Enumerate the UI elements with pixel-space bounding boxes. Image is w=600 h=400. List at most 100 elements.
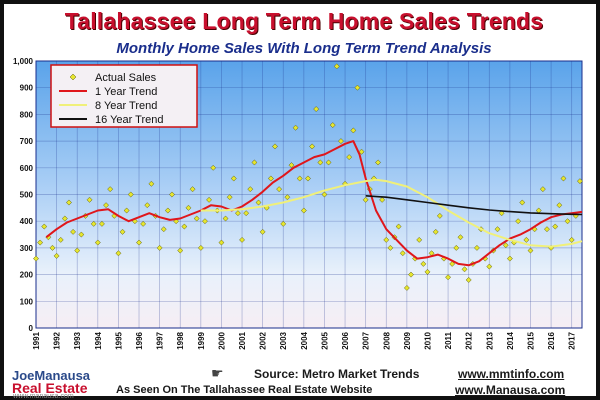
chart-subtitle: Monthly Home Sales With Long Term Trend … [116, 40, 492, 57]
actual-sales-point [457, 234, 464, 241]
actual-sales-point [156, 244, 163, 251]
y-tick-label: 600 [20, 164, 34, 173]
actual-sales-point [103, 202, 110, 209]
actual-sales-point [309, 143, 316, 150]
actual-sales-point [556, 202, 563, 209]
actual-sales-point [420, 260, 427, 267]
actual-sales-point [230, 175, 237, 182]
x-tick-label: 2001 [238, 331, 247, 349]
x-tick-label: 2016 [547, 331, 556, 349]
source-link[interactable]: www.mmtinfo.com [458, 367, 565, 381]
x-tick-label: 1991 [32, 331, 41, 349]
actual-sales-point [251, 159, 258, 166]
x-tick-label: 1994 [94, 331, 103, 349]
brand-logo-bottom: Real Estate [12, 380, 88, 396]
actual-sales-point [375, 159, 381, 166]
actual-sales-point [239, 236, 245, 243]
actual-sales-point [527, 247, 534, 254]
x-tick-label: 1997 [156, 331, 165, 349]
actual-sales-point [379, 196, 386, 203]
actual-sales-point [358, 148, 365, 155]
x-tick-label: 2012 [465, 331, 474, 349]
legend-label: 8 Year Trend [95, 100, 157, 112]
tagline: As Seen On The Tallahassee Real Estate W… [116, 384, 373, 396]
brand-url[interactable]: www.manausa.com [13, 393, 74, 400]
x-tick-label: 2014 [506, 331, 515, 349]
actual-sales-point [317, 159, 324, 166]
actual-sales-point [267, 175, 274, 182]
x-tick-label: 2017 [568, 331, 577, 349]
actual-sales-point [354, 84, 361, 91]
actual-sales-point [127, 191, 134, 198]
x-tick-label: 1993 [73, 331, 82, 349]
actual-sales-point [169, 191, 175, 198]
actual-sales-point [61, 215, 68, 222]
x-tick-label: 1998 [176, 331, 185, 349]
actual-sales-point [523, 236, 530, 243]
y-tick-label: 300 [20, 244, 34, 253]
actual-sales-point [210, 164, 217, 171]
x-tick-label: 2003 [279, 331, 288, 349]
actual-sales-point [461, 266, 468, 273]
actual-sales-point [57, 236, 64, 243]
x-tick-label: 1995 [114, 331, 123, 349]
actual-sales-point [115, 250, 122, 257]
legend-label: Actual Sales [95, 72, 157, 84]
actual-sales-point [296, 175, 303, 182]
actual-sales-point [247, 186, 254, 193]
x-tick-label: 2005 [320, 331, 329, 349]
actual-sales-point [408, 271, 414, 278]
x-tick-label: 2013 [485, 331, 494, 349]
actual-sales-point [544, 226, 550, 233]
actual-sales-point [342, 180, 349, 187]
y-tick-label: 100 [20, 297, 34, 306]
actual-sales-point [90, 220, 97, 227]
actual-sales-point [502, 242, 509, 249]
actual-sales-point [193, 215, 200, 222]
actual-sales-point [552, 223, 559, 230]
actual-sales-point [259, 228, 266, 235]
actual-sales-point [160, 226, 167, 233]
x-tick-label: 2015 [526, 331, 535, 349]
actual-sales-point [383, 236, 390, 243]
legend-label: 1 Year Trend [95, 86, 157, 98]
actual-sales-point [346, 154, 353, 161]
actual-sales-point [201, 218, 208, 225]
actual-sales-point [337, 138, 344, 145]
actual-sales-point [189, 186, 196, 193]
actual-sales-point [78, 231, 85, 238]
actual-sales-point [453, 244, 460, 251]
actual-sales-point [325, 159, 332, 166]
actual-sales-point [519, 199, 526, 206]
actual-sales-point [181, 223, 188, 230]
actual-sales-point [49, 244, 56, 251]
legend-box [50, 64, 198, 128]
actual-sales-point [387, 244, 394, 251]
actual-sales-point [33, 255, 39, 262]
actual-sales-point [300, 207, 307, 214]
actual-sales-point [539, 186, 546, 193]
brand-logo-top: JoeManausa [12, 368, 91, 383]
actual-sales-point [568, 236, 575, 243]
actual-sales-point [313, 106, 320, 113]
actual-sales-point [399, 250, 406, 257]
actual-sales-point [449, 260, 456, 267]
pointing-hand-icon: ☛ [211, 365, 224, 381]
x-tick-label: 2007 [362, 331, 371, 349]
source-label: Source: Metro Market Trends [254, 367, 420, 381]
y-tick-label: 200 [20, 271, 34, 280]
actual-sales-point [148, 180, 155, 187]
y-tick-label: 400 [20, 217, 34, 226]
series-line-8-year-trend [200, 178, 583, 248]
actual-sales-point [564, 218, 571, 225]
series-line-1-year-trend [45, 140, 583, 267]
y-tick-label: 700 [20, 137, 34, 146]
actual-sales-point [53, 252, 60, 259]
actual-sales-point [41, 223, 48, 230]
website-link[interactable]: www.Manausa.com [455, 383, 566, 397]
x-tick-label: 2000 [217, 331, 226, 349]
actual-sales-point [560, 175, 567, 182]
actual-sales-point [403, 284, 410, 291]
x-tick-label: 1992 [53, 331, 62, 349]
actual-sales-point [333, 63, 340, 70]
